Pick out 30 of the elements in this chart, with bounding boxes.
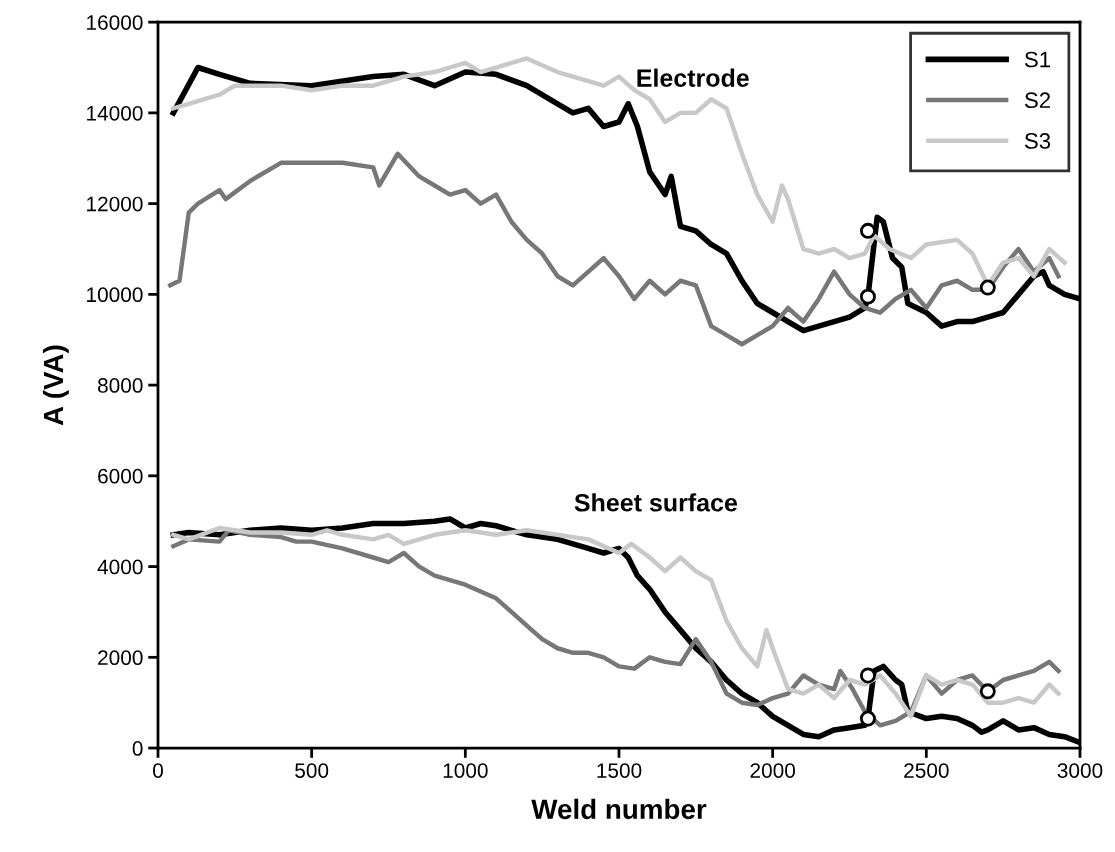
legend-label: S2 [1024,92,1050,109]
y-tick-label: 14000 [87,105,143,121]
point [979,279,996,296]
x-tick-label: 3000 [1057,763,1103,778]
annotation: Sheet surface [574,493,738,512]
y-tick-label: 0 [132,741,143,756]
x-tick-label: 500 [295,763,329,778]
point [859,222,876,239]
legend-label: S3 [1024,133,1051,149]
x-axis-title: Weld number [531,798,707,820]
x-tick-label: 2500 [904,763,949,778]
y-tick-label: 6000 [98,468,143,484]
y-tick-label: 8000 [97,378,143,393]
point [859,710,876,727]
x-tick-label: 1500 [597,763,642,778]
line-series [168,151,1061,347]
y-tick-label: 4000 [97,559,143,575]
point [859,667,876,684]
annotation: Electrode [637,68,749,87]
y-axis-title: A (VA) [42,345,69,426]
legend-label: S1 [1024,51,1051,68]
y-tick-label: 2000 [98,650,143,666]
y-tick-label: 16000 [87,15,143,30]
point [979,683,996,700]
y-tick-label: 10000 [87,287,143,303]
x-tick-label: 0 [153,763,163,778]
point [859,288,876,305]
x-tick-label: 2000 [750,763,796,778]
x-tick-label: 1000 [443,763,488,778]
y-tick-label: 12000 [87,196,143,212]
